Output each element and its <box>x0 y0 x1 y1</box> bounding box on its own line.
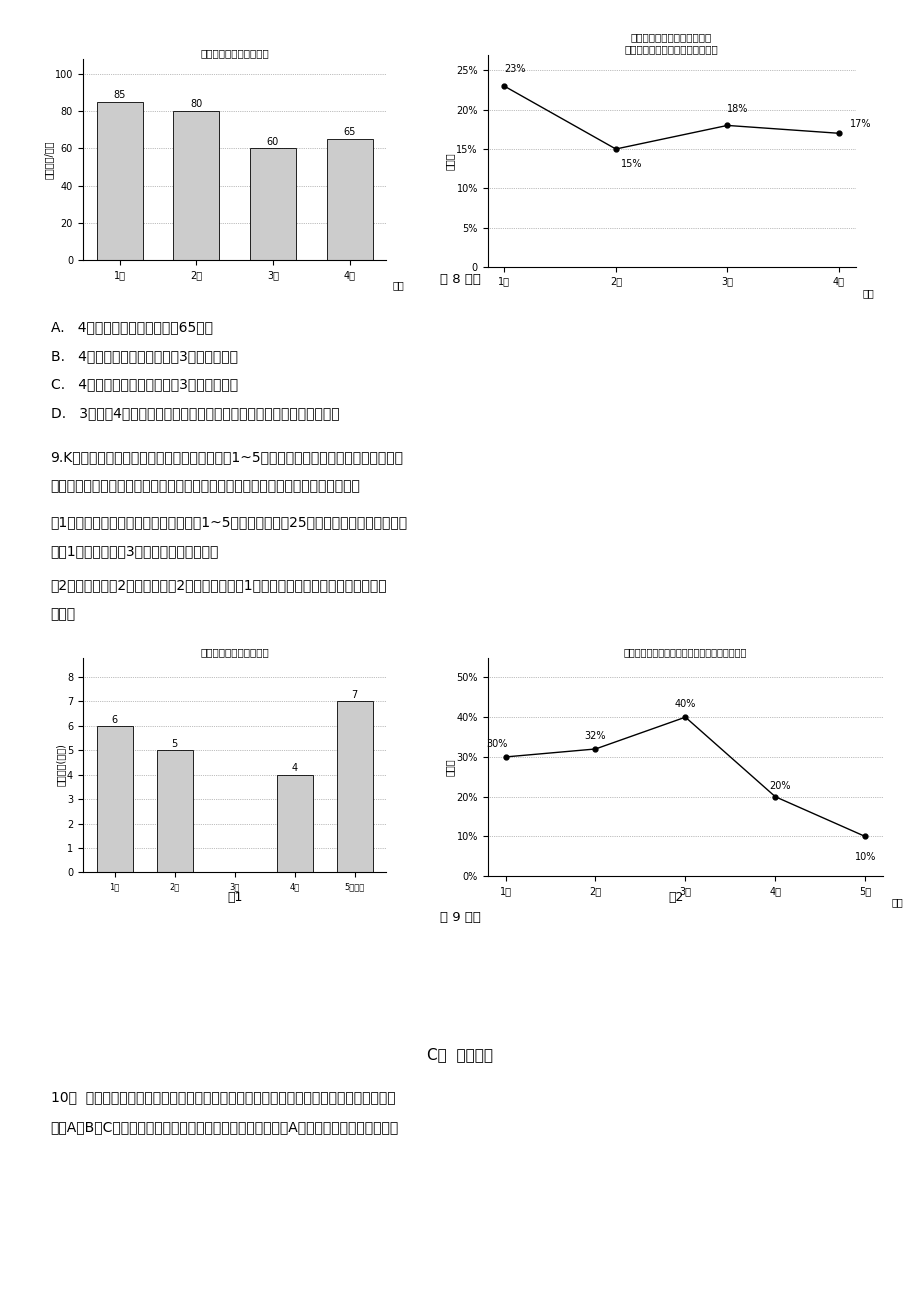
Text: 图2: 图2 <box>668 891 683 904</box>
Bar <box>173 111 219 260</box>
Bar <box>96 102 142 260</box>
Y-axis label: 百分比: 百分比 <box>445 152 454 169</box>
Bar <box>156 750 192 872</box>
Text: 7: 7 <box>351 690 357 700</box>
Text: 18%: 18% <box>727 104 748 113</box>
Text: 4: 4 <box>291 763 298 773</box>
Title: 服装部各月销售额占超市当月销售总额的百分比: 服装部各月销售额占超市当月销售总额的百分比 <box>623 647 746 656</box>
Bar <box>277 775 312 872</box>
Text: 月份: 月份 <box>862 289 874 298</box>
Text: 30%: 30% <box>485 740 506 749</box>
Bar <box>336 702 372 872</box>
Text: 20%: 20% <box>768 781 789 790</box>
Y-axis label: 销售总额(万元): 销售总额(万元) <box>55 743 65 786</box>
Text: 60: 60 <box>267 137 278 147</box>
Title: 各月手机销售总额统计图: 各月手机销售总额统计图 <box>200 48 268 57</box>
Text: 第 8 题图: 第 8 题图 <box>439 273 480 286</box>
Bar <box>326 139 372 260</box>
Text: 85: 85 <box>113 90 126 100</box>
Text: 5: 5 <box>171 740 177 749</box>
Text: 9.K市某超市为了理解近期的销售状况，对今年1~5月份的销售额进行了记录，超市财务部: 9.K市某超市为了理解近期的销售状况，对今年1~5月份的销售额进行了记录，超市财… <box>51 450 403 465</box>
Y-axis label: 百分比: 百分比 <box>445 758 455 776</box>
Text: 什么？: 什么？ <box>51 607 75 621</box>
Text: 23%: 23% <box>504 64 526 74</box>
Text: D.   3月份与4月份的某品牌手机销售额无法比较，只能比较该店销售总额: D. 3月份与4月份的某品牌手机销售额无法比较，只能比较该店销售总额 <box>51 406 339 421</box>
Title: 某品牌手机销售额占该手机店
当月手机销售总额的百分比统计图: 某品牌手机销售额占该手机店 当月手机销售总额的百分比统计图 <box>624 33 718 53</box>
Text: 10%: 10% <box>854 853 875 862</box>
Text: 80: 80 <box>190 99 202 109</box>
Text: A.   4月份某品牌手机销售额为65万元: A. 4月份某品牌手机销售额为65万元 <box>51 320 212 335</box>
Text: 月份: 月份 <box>891 897 902 906</box>
Text: 10．  某环保小组为了理解世博园的游客在园区内购买瓶装饮料数量的状况，一天，她们分: 10． 某环保小组为了理解世博园的游客在园区内购买瓶装饮料数量的状况，一天，她们… <box>51 1090 395 1104</box>
Text: 15%: 15% <box>620 159 642 169</box>
Text: 65: 65 <box>343 128 356 138</box>
Text: 全图1．超市服装部3月份的销售额是多少？: 全图1．超市服装部3月份的销售额是多少？ <box>51 544 219 559</box>
Text: 第 9 题图: 第 9 题图 <box>439 911 480 924</box>
Text: 32%: 32% <box>584 730 606 741</box>
Text: （1）来自超市财务部的报告表白，超市1~5月份的销售额为25万元．请你根据这一信息补: （1）来自超市财务部的报告表白，超市1~5月份的销售额为25万元．请你根据这一信… <box>51 516 407 530</box>
Text: 月份: 月份 <box>392 281 403 290</box>
Y-axis label: 销售总额/万元: 销售总额/万元 <box>43 141 53 178</box>
Text: 别在A、B、C三个出口处对离开园区的游客进行调查，并将在A出口调查所得到的数据整顿: 别在A、B、C三个出口处对离开园区的游客进行调查，并将在A出口调查所得到的数据整… <box>51 1120 399 1134</box>
Text: 40%: 40% <box>674 699 696 710</box>
Bar <box>250 148 296 260</box>
Text: 经理把收集到的记录数据绘制成如下记录图，请你根据下面的记录图解答下列问题：: 经理把收集到的记录数据绘制成如下记录图，请你根据下面的记录图解答下列问题： <box>51 479 360 493</box>
Text: 图1: 图1 <box>227 891 242 904</box>
Text: C组  综合运用: C组 综合运用 <box>426 1047 493 1062</box>
Text: 17%: 17% <box>849 120 870 129</box>
Text: 6: 6 <box>111 715 118 725</box>
Text: B.   4月份某品牌手机销售额比3月份有所上升: B. 4月份某品牌手机销售额比3月份有所上升 <box>51 349 237 363</box>
Bar <box>96 727 132 872</box>
Title: 超市各月销售总额统计图: 超市各月销售总额统计图 <box>200 647 268 656</box>
Text: C.   4月份某品牌手机销售额比3月份有所下降: C. 4月份某品牌手机销售额比3月份有所下降 <box>51 378 237 392</box>
Text: （2）小莉观测图2觉得，服装部2月份的销售额比1月份增长了，你批准她的见解吗？为: （2）小莉观测图2觉得，服装部2月份的销售额比1月份增长了，你批准她的见解吗？为 <box>51 578 387 592</box>
